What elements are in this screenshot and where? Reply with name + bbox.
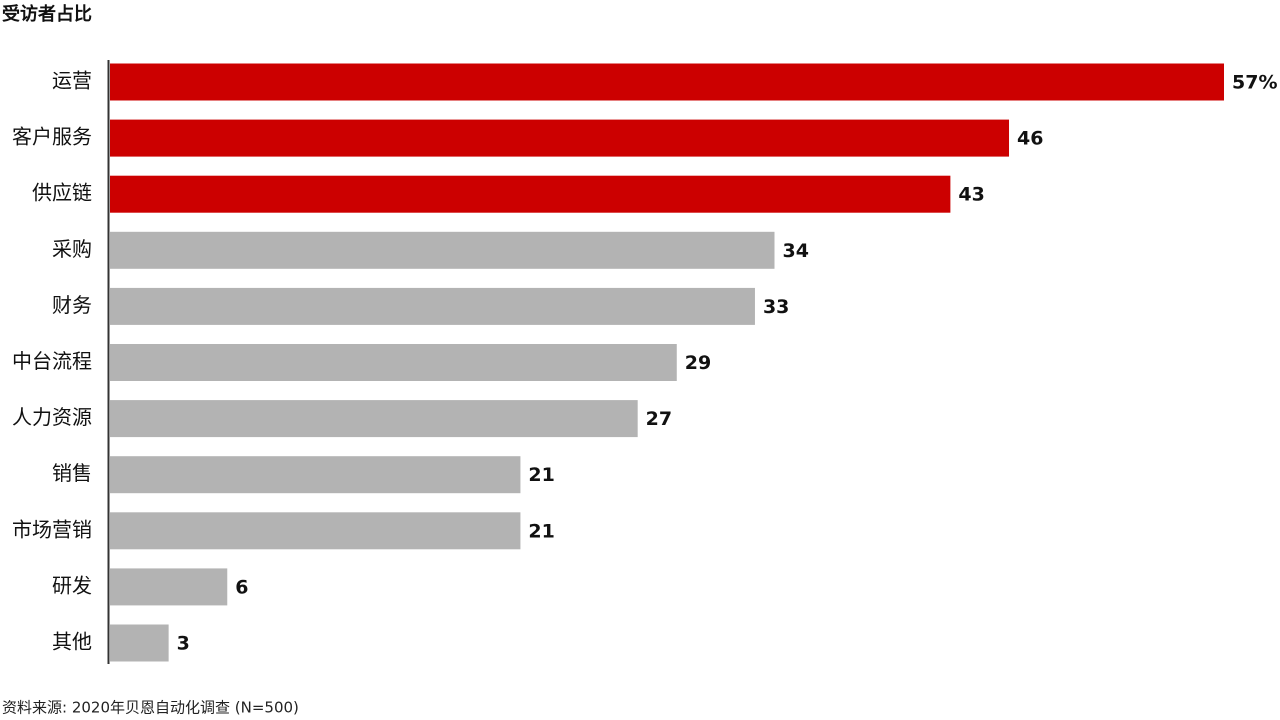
bar bbox=[110, 175, 951, 213]
bar bbox=[110, 624, 169, 662]
value-label: 21 bbox=[528, 520, 554, 542]
bar bbox=[110, 512, 521, 550]
bar bbox=[110, 287, 755, 325]
category-label: 运营 bbox=[52, 69, 92, 93]
category-label: 财务 bbox=[52, 293, 92, 317]
category-label: 销售 bbox=[52, 461, 92, 485]
bar bbox=[110, 344, 677, 381]
bar bbox=[110, 119, 1010, 157]
category-label: 研发 bbox=[52, 573, 92, 597]
category-label: 人力资源 bbox=[12, 405, 92, 429]
value-label: 57% bbox=[1232, 72, 1277, 94]
chart-title: 受访者占比 bbox=[2, 3, 92, 25]
bar bbox=[110, 400, 638, 438]
value-label: 3 bbox=[177, 633, 190, 655]
bar bbox=[110, 63, 1224, 101]
bar bbox=[110, 231, 775, 269]
category-label: 客户服务 bbox=[12, 125, 92, 149]
bar bbox=[110, 568, 228, 606]
category-label: 供应链 bbox=[32, 181, 92, 205]
category-label: 采购 bbox=[52, 237, 92, 261]
bar bbox=[110, 456, 521, 494]
value-label: 43 bbox=[958, 184, 984, 206]
category-label: 其他 bbox=[52, 630, 92, 654]
source-note: 资料来源: 2020年贝恩自动化调查 (N=500) bbox=[2, 699, 299, 717]
value-label: 34 bbox=[782, 240, 808, 262]
value-label: 6 bbox=[235, 576, 248, 598]
value-label: 46 bbox=[1017, 128, 1043, 150]
category-label: 中台流程 bbox=[12, 349, 92, 373]
value-label: 29 bbox=[685, 352, 711, 374]
category-label: 市场营销 bbox=[12, 517, 92, 541]
value-label: 27 bbox=[646, 408, 672, 430]
value-label: 33 bbox=[763, 296, 789, 318]
value-label: 21 bbox=[528, 464, 554, 486]
